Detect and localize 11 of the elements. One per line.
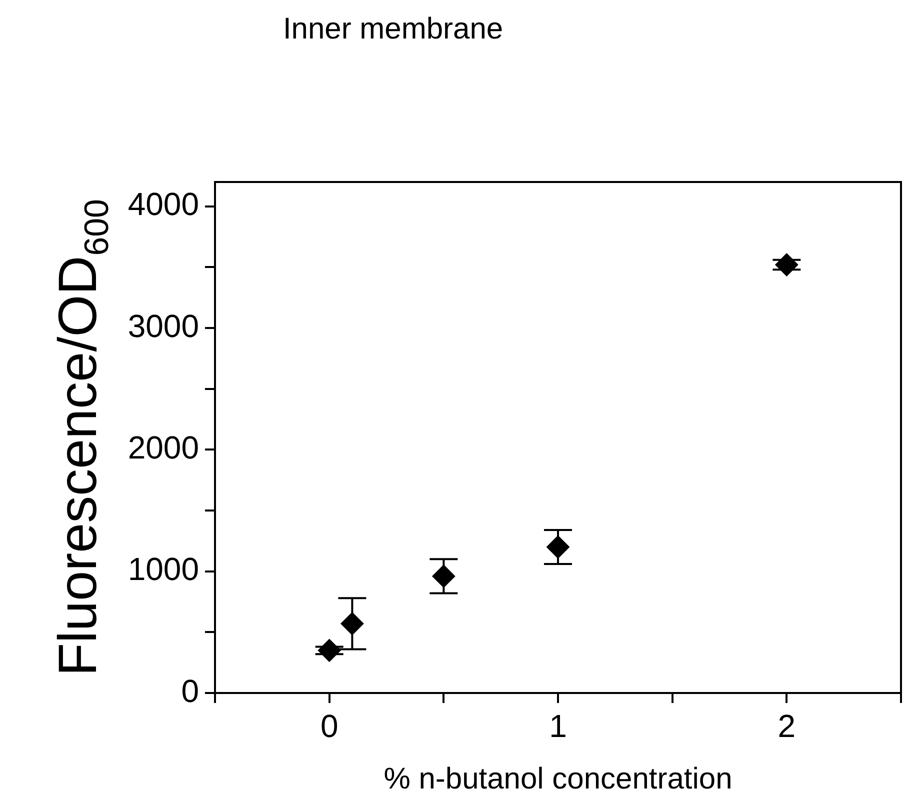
y-tick-label: 4000 bbox=[128, 186, 199, 222]
x-tick-label: 0 bbox=[320, 708, 338, 744]
y-axis-title: Fluorescence/OD600 bbox=[48, 199, 116, 676]
y-tick-label: 0 bbox=[181, 672, 199, 709]
x-tick-label: 2 bbox=[778, 708, 796, 744]
y-tick-label: 1000 bbox=[128, 551, 199, 588]
chart-title: Inner membrane bbox=[282, 12, 504, 46]
x-axis-title: % n-butanol concentration bbox=[384, 762, 732, 796]
x-tick-label: 1 bbox=[549, 708, 567, 744]
y-tick-label: 3000 bbox=[128, 308, 199, 344]
y-tick-label: 2000 bbox=[128, 429, 199, 466]
